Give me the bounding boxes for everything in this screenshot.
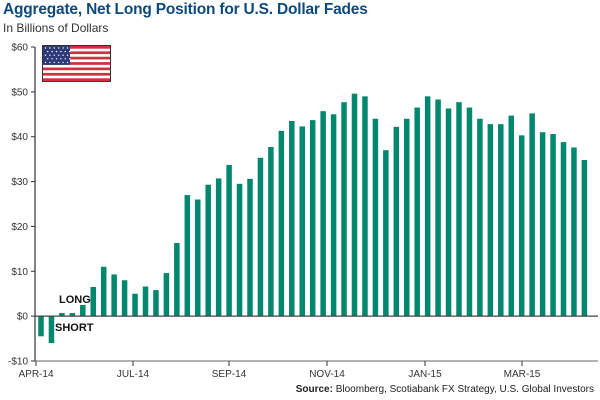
bar	[111, 274, 117, 317]
bar	[38, 316, 44, 337]
bar	[69, 313, 76, 317]
bar	[456, 102, 462, 317]
bar	[299, 126, 305, 317]
source-note: Source: Bloomberg, Scotiabank FX Strateg…	[296, 384, 594, 395]
bar	[90, 286, 96, 317]
bar	[341, 102, 347, 317]
bar	[142, 286, 149, 317]
bar	[466, 107, 473, 317]
source-text: Bloomberg, Scotiabank FX Strategy, U.S. …	[335, 384, 594, 395]
chart-title: Aggregate, Net Long Position for U.S. Do…	[3, 1, 368, 18]
bar	[498, 124, 504, 317]
y-tick-label: $60	[11, 43, 28, 54]
bar	[477, 118, 483, 317]
bar	[195, 199, 201, 317]
x-tick-label: JUL-14	[117, 369, 150, 380]
bar	[581, 160, 588, 317]
bar	[445, 108, 452, 317]
us-flag-icon	[42, 45, 111, 82]
x-tick-label: APR-14	[18, 369, 53, 380]
bar	[226, 164, 232, 317]
bar	[487, 124, 494, 317]
bar	[278, 130, 285, 317]
y-tick-label: $0	[17, 312, 29, 323]
bar	[529, 113, 535, 317]
x-tick-label: JAN-15	[408, 369, 442, 380]
bar	[571, 147, 577, 317]
bar	[383, 150, 389, 317]
bar	[393, 126, 400, 317]
y-tick-label: $40	[11, 132, 28, 143]
bar	[121, 280, 128, 317]
x-tick-label: SEP-14	[212, 369, 247, 380]
bar	[132, 293, 138, 317]
bar	[268, 147, 274, 317]
bar	[320, 111, 326, 317]
x-tick-label: NOV-14	[309, 369, 345, 380]
bar	[184, 195, 191, 317]
bar	[508, 115, 514, 317]
bar	[550, 134, 556, 317]
bar	[362, 96, 368, 317]
y-tick-label: $20	[11, 222, 28, 233]
bar	[205, 184, 211, 317]
y-tick-label: $10	[11, 267, 28, 278]
bar	[351, 93, 358, 317]
bar	[215, 178, 222, 317]
bar	[257, 157, 264, 317]
bar	[309, 120, 316, 317]
bar	[100, 266, 107, 317]
bar	[174, 243, 180, 317]
y-tick-label: -$10	[8, 357, 28, 368]
x-tick-label: MAR-15	[504, 369, 541, 380]
bar	[518, 135, 525, 317]
bar	[289, 121, 295, 317]
bar	[539, 132, 546, 317]
y-tick-label: $50	[11, 87, 28, 98]
bar	[424, 96, 431, 317]
bar	[404, 118, 410, 317]
bar	[236, 183, 243, 317]
bar	[435, 99, 441, 317]
bar	[414, 107, 420, 317]
bar	[80, 304, 86, 317]
bar	[330, 114, 337, 317]
bar	[153, 290, 159, 317]
bar	[372, 118, 379, 317]
bar	[48, 316, 55, 344]
short-annotation: SHORT	[55, 322, 94, 334]
chart-subtitle: In Billions of Dollars	[3, 21, 109, 35]
bar	[59, 313, 65, 317]
source-label: Source:	[295, 384, 333, 395]
bar	[247, 178, 253, 317]
long-annotation: LONG	[59, 294, 91, 306]
y-tick-label: $30	[11, 177, 28, 188]
bar	[560, 142, 567, 317]
bar	[163, 273, 170, 317]
